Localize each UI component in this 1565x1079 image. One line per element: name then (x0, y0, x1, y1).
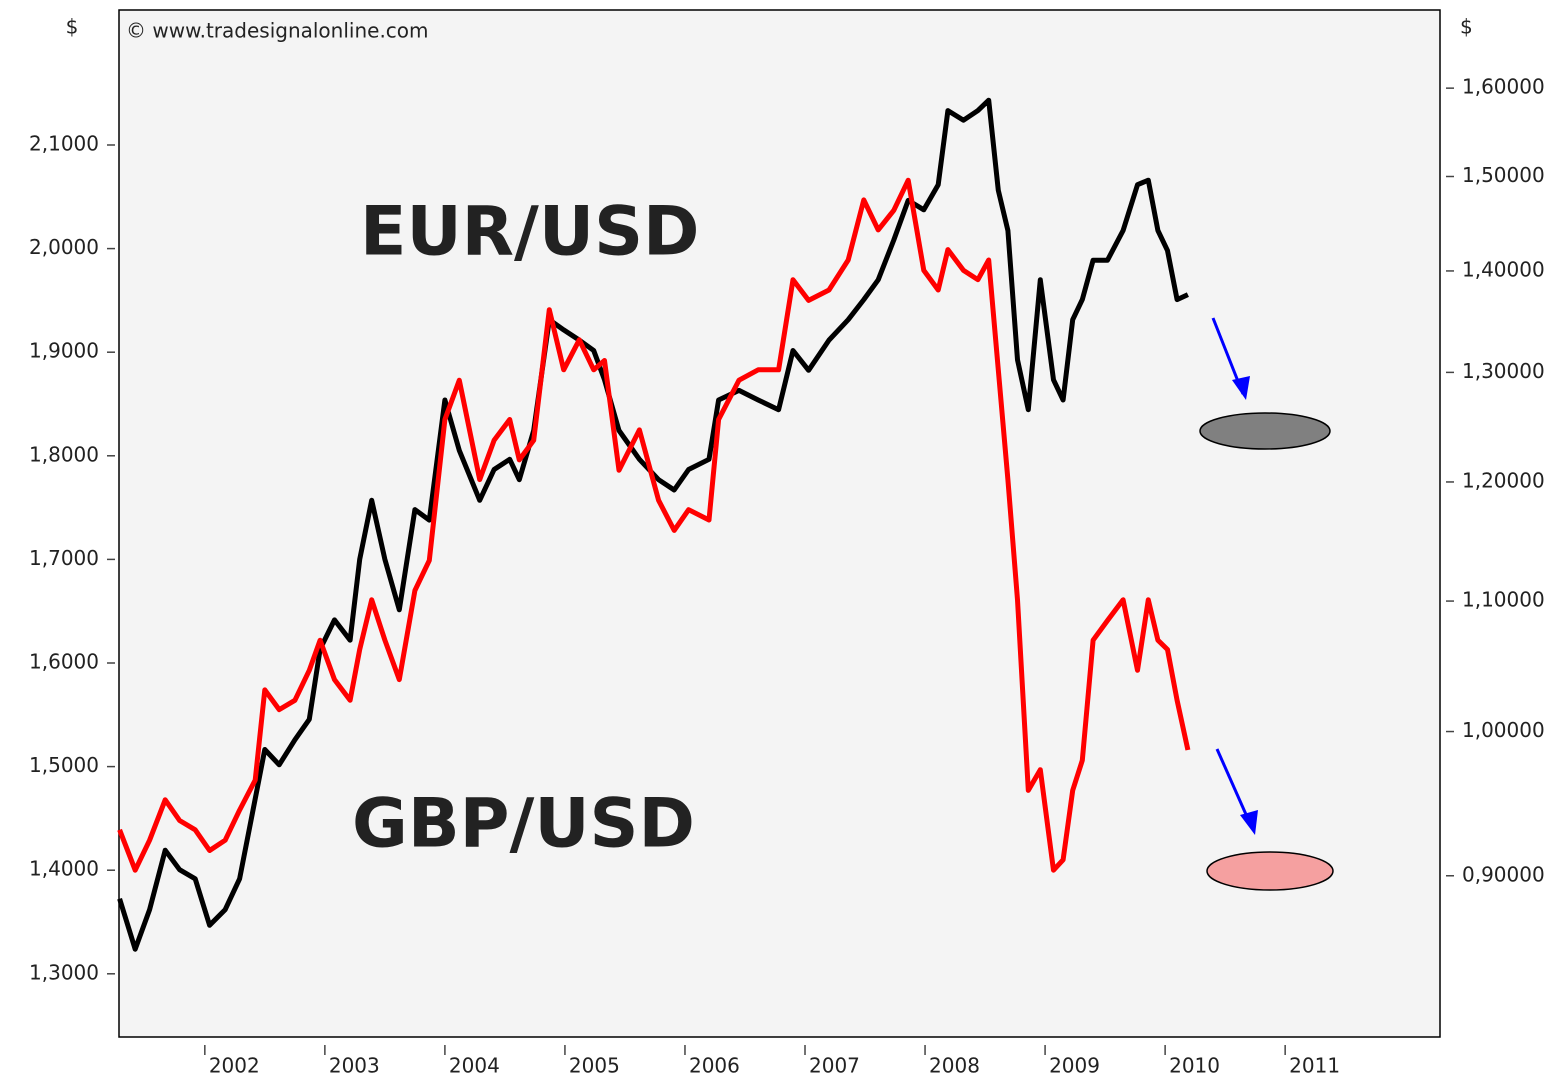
watermark: © www.tradesignalonline.com (126, 19, 429, 43)
x-tick-label: 2002 (209, 1054, 260, 1078)
arrow-head (1240, 810, 1258, 835)
y-tick-label: 1,8000 (29, 442, 99, 466)
y2-tick-label: 1,20000 (1462, 468, 1545, 492)
series-label: GBP/USD (352, 785, 695, 864)
y-tick-label: 1,9000 (29, 339, 99, 363)
y-tick-label: 2,1000 (29, 131, 99, 155)
x-tick-label: 2003 (329, 1054, 380, 1078)
y2-tick-label: 1,40000 (1462, 257, 1545, 281)
y-tick-label: 1,7000 (29, 546, 99, 570)
y-tick-label: 1,3000 (29, 960, 99, 984)
y2-tick-label: 0,90000 (1462, 862, 1545, 886)
y2-tick-label: 1,00000 (1462, 718, 1545, 742)
y-tick-label: 1,6000 (29, 649, 99, 673)
x-tick-label: 2004 (449, 1054, 500, 1078)
arrow-head (1232, 376, 1250, 400)
x-tick-label: 2006 (689, 1054, 740, 1078)
x-tick-label: 2008 (929, 1054, 980, 1078)
y2-axis-label: $ (1460, 15, 1473, 39)
series-line (117, 177, 1191, 873)
series-label: EUR/USD (360, 193, 700, 272)
x-tick-label: 2011 (1289, 1054, 1340, 1078)
y2-tick-label: 1,30000 (1462, 359, 1545, 383)
x-tick-label: 2010 (1169, 1054, 1220, 1078)
y2-tick-label: 1,60000 (1462, 75, 1545, 99)
x-tick-label: 2009 (1049, 1054, 1100, 1078)
series-line (117, 97, 1189, 952)
y-tick-label: 1,5000 (29, 753, 99, 777)
target-ellipse (1206, 851, 1334, 891)
y-axis-label: $ (66, 15, 79, 39)
y2-tick-label: 1,50000 (1462, 163, 1545, 187)
y-tick-label: 2,0000 (29, 235, 99, 259)
target-ellipse (1199, 412, 1331, 450)
x-tick-label: 2007 (809, 1054, 860, 1078)
x-tick-label: 2005 (569, 1054, 620, 1078)
y2-tick-label: 1,10000 (1462, 588, 1545, 612)
y-tick-label: 1,4000 (29, 857, 99, 881)
